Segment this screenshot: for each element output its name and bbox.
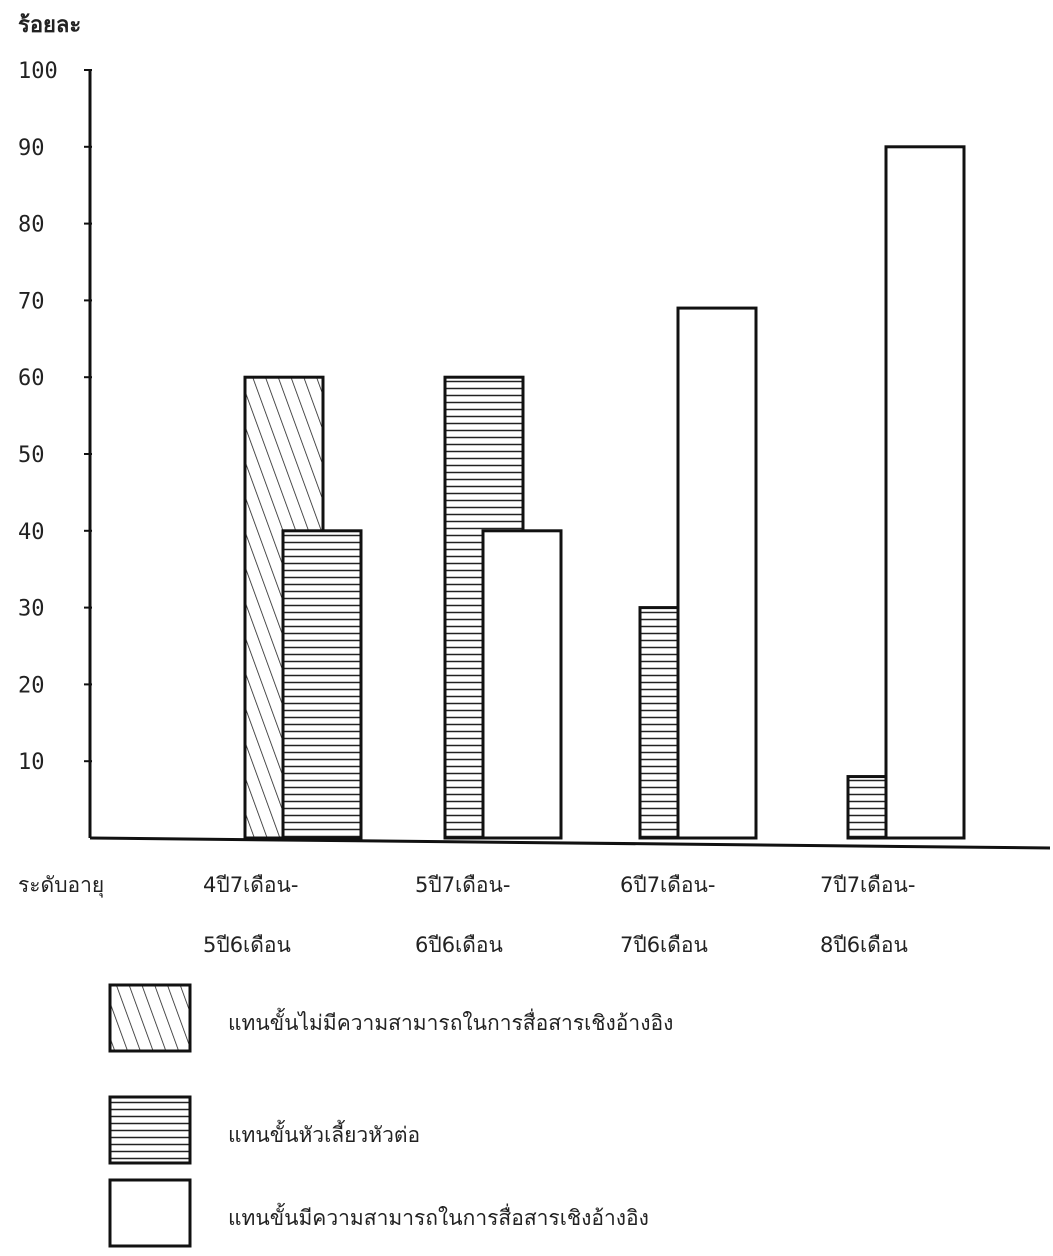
legend-swatch-diagonal (108, 983, 192, 1053)
y-tick-label: 90 (18, 136, 45, 161)
y-ticks: 10 20 30 40 50 60 70 80 90 100 (18, 59, 92, 775)
x-axis-line (89, 836, 1051, 850)
y-tick-label: 50 (18, 443, 45, 468)
legend-swatch-horizontal (108, 1095, 192, 1165)
y-tick-label: 80 (18, 213, 45, 238)
bar-empty-2 (481, 529, 563, 840)
category-label-line2: 5ปี6เดือน (203, 933, 291, 957)
bar-empty-4 (884, 145, 966, 840)
category-label-line1: 5ปี7เดือน- (415, 873, 510, 897)
y-tick-label: 100 (18, 59, 58, 84)
y-tick-label: 60 (18, 366, 45, 391)
legend: แทนขั้นไม่มีความสามารถในการสื่อสารเชิงอ้… (108, 983, 673, 1248)
category-label-line1: 7ปี7เดือน- (820, 873, 915, 897)
category-label-line2: 6ปี6เดือน (415, 933, 503, 957)
y-axis-label: ร้อยละ (18, 13, 81, 38)
category-label-line2: 8ปี6เดือน (820, 933, 908, 957)
legend-label: แทนขั้นมีความสามารถในการสื่อสารเชิงอ้างอ… (228, 1203, 649, 1230)
y-tick-label: 10 (18, 750, 45, 775)
legend-swatch-empty (108, 1178, 192, 1248)
category-label-line2: 7ปี6เดือน (620, 933, 708, 957)
category-labels: 4ปี7เดือน- 5ปี6เดือน 5ปี7เดือน- 6ปี6เดือน 6ป… (203, 873, 915, 957)
category-label-line1: 6ปี7เดือน- (620, 873, 715, 897)
x-axis-label: ระดับอายุ (18, 873, 104, 898)
category-label-line1: 4ปี7เดือน- (203, 873, 298, 897)
y-tick-label: 70 (18, 289, 45, 314)
y-tick-label: 40 (18, 520, 45, 545)
y-tick-label: 20 (18, 673, 45, 698)
bar-empty-3 (676, 306, 758, 840)
legend-label: แทนขั้นหัวเลี้ยวหัวต่อ (228, 1120, 420, 1147)
bar-horizontal-1 (281, 529, 363, 840)
legend-label: แทนขั้นไม่มีความสามารถในการสื่อสารเชิงอ้… (228, 1008, 673, 1035)
bars (243, 145, 966, 840)
y-tick-label: 30 (18, 597, 45, 622)
